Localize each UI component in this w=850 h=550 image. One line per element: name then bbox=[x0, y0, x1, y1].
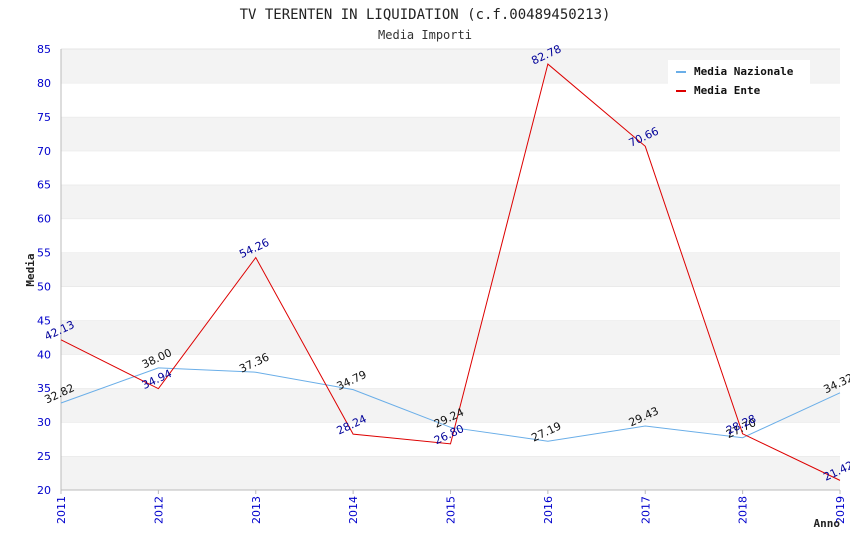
grid-band bbox=[61, 286, 840, 321]
y-tick-label: 65 bbox=[37, 179, 51, 192]
x-tick-label: 2019 bbox=[834, 496, 847, 524]
y-tick-label: 70 bbox=[37, 145, 51, 158]
grid-band bbox=[61, 252, 840, 287]
series-line-media-ente bbox=[60, 63, 841, 481]
grid-band bbox=[61, 150, 840, 185]
x-tick-label: 2018 bbox=[737, 496, 750, 524]
y-tick-label: 85 bbox=[37, 43, 51, 56]
grid-band bbox=[61, 456, 840, 490]
x-axis-ticks: 2011 2012 2013 2014 2015 2016 2017 2018 2019 bbox=[55, 490, 847, 524]
series-lines bbox=[60, 63, 841, 481]
x-tick-label: 2012 bbox=[152, 496, 165, 524]
y-tick-label: 35 bbox=[37, 382, 51, 395]
y-tick-label: 20 bbox=[37, 484, 51, 497]
legend: Media Nazionale Media Ente bbox=[668, 60, 810, 102]
x-tick-label: 2013 bbox=[250, 496, 263, 524]
grid-band bbox=[61, 218, 840, 253]
legend-label-media-ente: Media Ente bbox=[694, 84, 761, 97]
y-tick-label: 45 bbox=[37, 314, 51, 327]
grid-band bbox=[61, 354, 840, 389]
y-tick-label: 30 bbox=[37, 416, 51, 429]
series-line-media-nazionale bbox=[60, 367, 841, 442]
grid-band bbox=[61, 184, 840, 219]
grid-band bbox=[61, 116, 840, 151]
x-tick-label: 2014 bbox=[347, 496, 360, 524]
grid-band bbox=[61, 320, 840, 355]
y-tick-label: 60 bbox=[37, 213, 51, 226]
chart-title: TV TERENTEN IN LIQUIDATION (c.f.00489450… bbox=[240, 7, 611, 23]
x-tick-label: 2017 bbox=[639, 496, 652, 524]
y-tick-label: 80 bbox=[37, 77, 51, 90]
y-tick-label: 25 bbox=[37, 450, 51, 463]
x-tick-label: 2015 bbox=[445, 496, 458, 524]
grid-band bbox=[61, 388, 840, 423]
x-tick-label: 2016 bbox=[542, 496, 555, 524]
y-tick-label: 50 bbox=[37, 280, 51, 293]
legend-label-media-nazionale: Media Nazionale bbox=[694, 65, 794, 78]
x-tick-label: 2011 bbox=[55, 496, 68, 524]
x-axis-label: Anno bbox=[814, 517, 841, 530]
y-tick-label: 40 bbox=[37, 348, 51, 361]
y-tick-label: 55 bbox=[37, 247, 51, 260]
chart-subtitle: Media Importi bbox=[378, 28, 472, 42]
y-axis-label: Media bbox=[24, 253, 37, 286]
y-axis-ticks: 20 25 30 35 40 45 50 55 60 65 70 75 80 85 bbox=[37, 43, 51, 497]
y-tick-label: 75 bbox=[37, 111, 51, 124]
legend-box bbox=[668, 60, 810, 102]
